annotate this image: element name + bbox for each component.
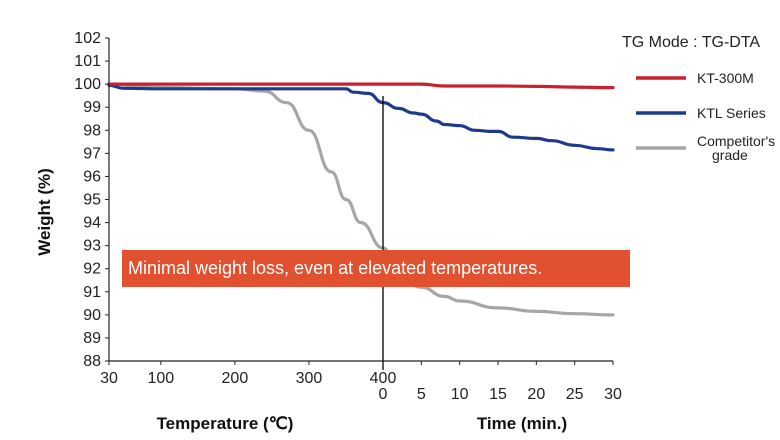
y-tick-label: 92: [83, 261, 101, 278]
x-tick-label-time: 20: [527, 386, 545, 403]
series-line-kt-300m: [107, 82, 615, 90]
y-tick-label: 93: [83, 238, 101, 255]
y-tick-label: 98: [83, 122, 101, 139]
x-tick-label-temperature: 200: [222, 370, 249, 387]
x-tick-label-temperature: 300: [296, 370, 323, 387]
y-tick-label: 95: [83, 192, 101, 209]
y-tick-label: 96: [83, 168, 101, 185]
x-tick-label-time: 5: [417, 386, 426, 403]
x-tick-label-time: 0: [379, 386, 388, 403]
legend-label-ktl-series: KTL Series: [697, 105, 766, 121]
y-tick-label: 90: [83, 307, 101, 324]
y-tick-label: 97: [83, 145, 101, 162]
y-tick-label: 89: [83, 330, 101, 347]
y-tick-label: 102: [74, 30, 101, 47]
x-axis-title-temperature: Temperature (℃): [157, 414, 294, 433]
y-tick-label: 88: [83, 353, 101, 370]
x-axis-title-time: Time (min.): [477, 414, 567, 433]
y-tick-label: 101: [74, 53, 101, 70]
y-tick-label: 91: [83, 284, 101, 301]
legend-label-kt-300m: KT-300M: [697, 70, 754, 86]
x-tick-label-temperature: 30: [100, 370, 118, 387]
x-tick-label-time: 30: [604, 386, 622, 403]
x-tick-label-temperature: 400: [370, 370, 397, 387]
x-tick-label-temperature: 100: [147, 370, 174, 387]
series-line-competitor-s-grade: [107, 82, 615, 317]
legend-label-competitor-s-grade: Competitor's grade: [697, 133, 775, 163]
y-tick-label: 99: [83, 99, 101, 116]
x-tick-label-time: 25: [566, 386, 584, 403]
x-tick-label-time: 10: [451, 386, 469, 403]
series-line-ktl-series: [107, 83, 615, 152]
x-tick-label-time: 15: [489, 386, 507, 403]
y-tick-label: 94: [83, 215, 101, 232]
y-axis-title: Weight (%): [35, 168, 54, 256]
y-tick-label: 100: [74, 76, 101, 93]
mode-label: TG Mode : TG-DTA: [622, 34, 760, 51]
annotation-callout: Minimal weight loss, even at elevated te…: [122, 250, 630, 287]
